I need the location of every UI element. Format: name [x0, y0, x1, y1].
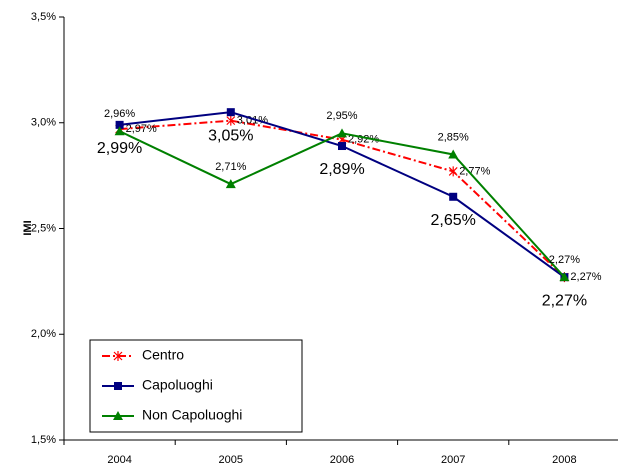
y-tick-label: 3,5% — [31, 11, 56, 23]
x-tick-label: 2006 — [330, 454, 354, 466]
value-label: 2,27% — [542, 292, 587, 309]
point — [226, 108, 235, 117]
legend-label: Capoluoghi — [142, 377, 213, 393]
value-label: 3,05% — [208, 127, 253, 144]
point — [226, 115, 236, 126]
legend-marker — [114, 382, 122, 390]
series-line — [119, 130, 566, 278]
legend-marker — [113, 411, 123, 420]
value-label: 3,01% — [237, 115, 268, 127]
legend-marker — [113, 351, 123, 361]
point — [559, 272, 570, 282]
y-axis-label: IMI — [22, 220, 34, 235]
value-label: 2,99% — [97, 140, 142, 157]
legend-label: Non Capoluoghi — [142, 407, 242, 423]
x-tick-label: 2005 — [219, 454, 243, 466]
value-label: 2,71% — [215, 161, 246, 173]
value-label: 2,97% — [126, 123, 157, 135]
point — [225, 179, 236, 189]
value-label: 2,85% — [438, 131, 469, 143]
value-label: 2,27% — [570, 271, 601, 283]
x-tick-label: 2008 — [552, 454, 576, 466]
y-tick-label: 2,5% — [31, 222, 56, 234]
point — [115, 120, 124, 129]
y-tick-label: 2,0% — [31, 328, 56, 340]
point — [448, 149, 459, 159]
x-tick-label: 2007 — [441, 454, 465, 466]
value-label: 2,89% — [319, 161, 364, 178]
point — [338, 142, 346, 151]
x-tick-label: 2004 — [107, 454, 131, 466]
legend-label: Centro — [142, 347, 184, 363]
point — [114, 126, 125, 136]
value-label: 2,95% — [326, 110, 357, 122]
value-label: 2,65% — [431, 212, 476, 229]
value-label: 2,96% — [104, 108, 135, 120]
point — [449, 192, 458, 201]
point — [337, 128, 347, 138]
y-tick-label: 1,5% — [31, 434, 56, 446]
y-tick-label: 3,0% — [31, 117, 56, 129]
value-label: 2,27% — [549, 254, 580, 266]
point — [448, 166, 458, 177]
